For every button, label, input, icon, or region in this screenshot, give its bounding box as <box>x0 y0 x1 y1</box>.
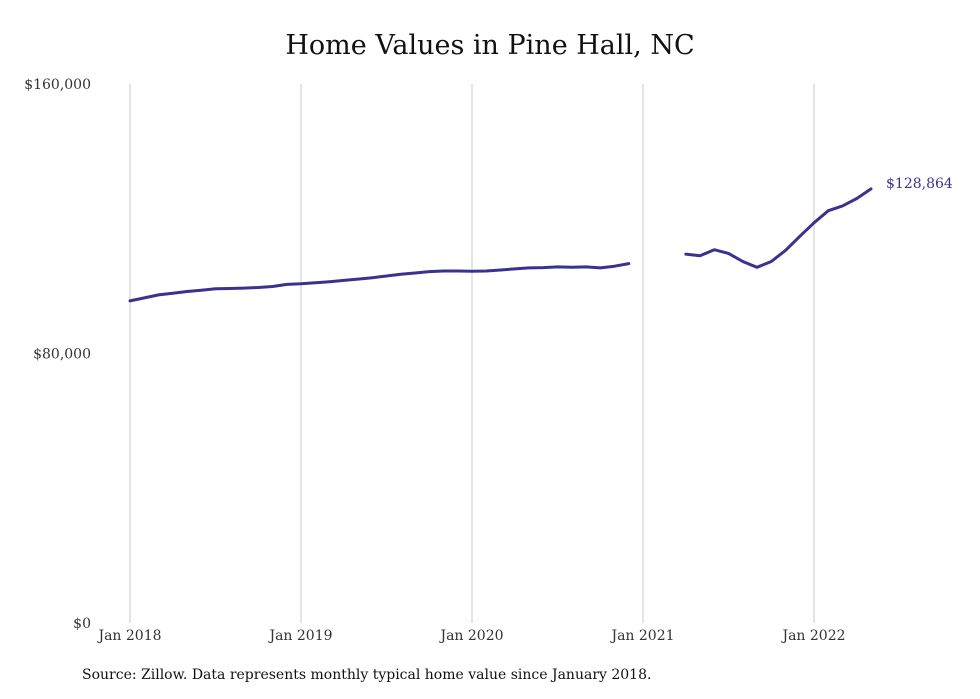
y-tick-label: $80,000 <box>33 347 91 363</box>
x-tick-label: Jan 2022 <box>780 628 845 644</box>
x-axis: Jan 2018 Jan 2019 Jan 2020 Jan 2021 Jan 2022 <box>96 628 845 644</box>
series-line-segment-1 <box>684 187 873 269</box>
source-note: Source: Zillow. Data represents monthly … <box>82 667 652 683</box>
series-line-segment-0 <box>128 262 631 303</box>
end-value-label: $128,864 <box>886 176 953 192</box>
y-tick-label: $160,000 <box>24 77 91 93</box>
x-tick-label: Jan 2019 <box>267 628 332 644</box>
grid-layer <box>129 84 815 623</box>
x-tick-label: Jan 2021 <box>609 628 674 644</box>
label-layer: $128,864 <box>886 176 953 192</box>
y-tick-label: $0 <box>73 616 91 632</box>
x-tick-label: Jan 2020 <box>438 628 503 644</box>
chart-title: Home Values in Pine Hall, NC <box>285 30 695 61</box>
x-tick-label: Jan 2018 <box>96 628 161 644</box>
series-layer <box>128 187 873 303</box>
y-axis: $0 $80,000 $160,000 <box>24 77 91 632</box>
